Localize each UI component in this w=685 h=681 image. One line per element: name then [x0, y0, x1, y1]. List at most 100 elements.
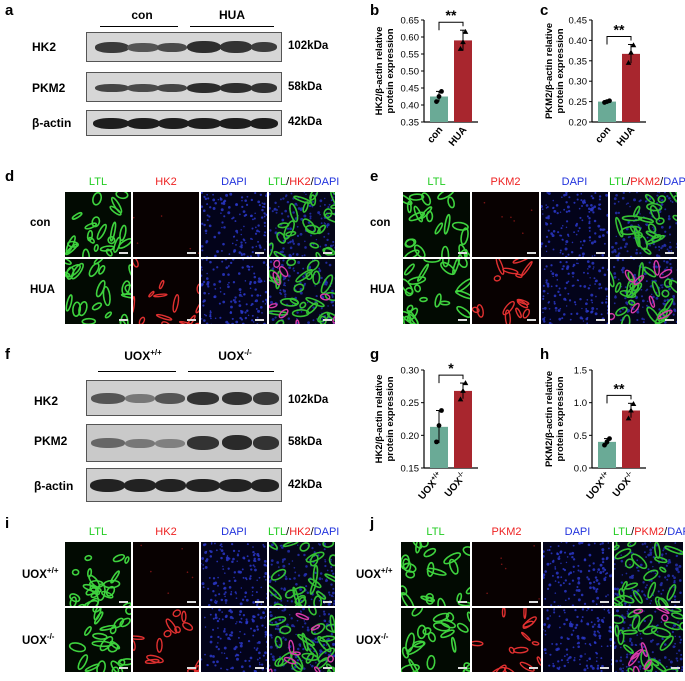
- channel-label-hk2: HK2: [155, 176, 177, 188]
- chart-g: 0.15 0.20 0.25 0.30 HK2/β-actin relative prot…: [374, 360, 478, 502]
- scale-bar: [187, 667, 196, 669]
- chart-b: 0.35 0.40 0.45 0.50 0.55 0.60 0.65 HK2/β-actin …: [374, 10, 478, 149]
- data-point: [628, 407, 634, 413]
- panel-label-f: f: [5, 346, 10, 363]
- data-point: [607, 98, 612, 104]
- protein-label-f-pkm2: PKM2: [34, 434, 68, 448]
- scale-bar: [119, 319, 128, 321]
- micrograph-red: [132, 258, 200, 325]
- micrograph-red: [132, 607, 200, 673]
- y-tick-label: 0.35: [401, 118, 420, 129]
- chart-c: 0.20 0.25 0.30 0.35 0.40 0.45 PKM2/β-actin rel…: [544, 16, 646, 149]
- panel-label-d: d: [5, 168, 15, 185]
- group-line-ko: [188, 371, 274, 372]
- blot-f-hk2: [86, 380, 282, 416]
- significance-label: **: [614, 380, 625, 396]
- micrograph-red: [471, 258, 540, 325]
- merge-label-part: /: [310, 526, 314, 538]
- scale-bar: [671, 667, 680, 669]
- scale-bar: [665, 319, 674, 321]
- merge-label-part: HK2: [289, 176, 311, 188]
- x-tick-label: UOX-/-: [442, 470, 469, 499]
- protein-label-f-hk2: HK2: [34, 394, 59, 408]
- scale-bar: [529, 601, 538, 603]
- group-line-wt: [98, 371, 176, 372]
- micrograph-red: [132, 191, 200, 258]
- micrograph-dapi: [200, 258, 268, 325]
- channel-label-merge: LTL/PKM2/DAPI: [609, 176, 685, 188]
- x-tick-label: UOX+/+: [416, 470, 445, 502]
- scale-bar: [119, 252, 128, 254]
- row-label: UOX-/-: [22, 632, 55, 647]
- micrograph-red: [132, 541, 200, 607]
- scale-bar: [527, 319, 536, 321]
- y-axis-label: protein expression: [385, 28, 396, 113]
- scale-bar: [119, 601, 128, 603]
- merge-label-part: LTL: [268, 176, 287, 188]
- row-label: UOX+/+: [356, 566, 393, 581]
- kda-f-actin: 42kDa: [288, 479, 322, 491]
- micrograph-merge: [609, 191, 678, 258]
- group-line-con: [100, 26, 178, 27]
- panel-label-e: e: [370, 168, 379, 185]
- y-tick-label: 0.60: [401, 33, 420, 44]
- blot-a-hk2: [86, 32, 282, 62]
- y-tick-label: 0.20: [401, 431, 420, 442]
- merge-label-part: HK2: [289, 526, 311, 538]
- micrograph-dapi: [200, 541, 268, 607]
- data-point: [602, 442, 607, 448]
- channel-label-ltl: LTL: [88, 176, 108, 188]
- scale-bar: [458, 667, 467, 669]
- group-label-hua: HUA: [219, 8, 245, 22]
- y-axis-label: PKM2/β-actin relative: [544, 371, 555, 467]
- group-label-uox-wt: UOX+/+: [124, 348, 162, 363]
- channel-label-dapi: DAPI: [564, 526, 591, 538]
- channel-label-merge: LTL/PKM2/DAPI: [613, 526, 685, 538]
- group-line-hua: [190, 26, 274, 27]
- protein-label-f-actin: β-actin: [34, 479, 74, 493]
- bar-UOX-/-: [622, 410, 640, 468]
- data-point: [630, 42, 637, 48]
- scale-bar: [671, 601, 680, 603]
- scale-bar: [596, 252, 605, 254]
- data-point: [460, 387, 466, 393]
- y-tick-label: 0.40: [569, 36, 588, 47]
- scale-bar: [458, 319, 467, 321]
- significance-label: **: [614, 21, 625, 37]
- micrograph-merge: [268, 607, 336, 673]
- micrograph-ltl: [400, 541, 471, 607]
- micrograph-dapi: [542, 607, 613, 673]
- data-point: [462, 28, 469, 34]
- micrograph-dapi: [540, 191, 609, 258]
- merge-label-part: /: [660, 176, 664, 188]
- kda-f-pkm2: 58kDa: [288, 436, 322, 448]
- scale-bar: [187, 319, 196, 321]
- micrograph-ltl: [402, 258, 471, 325]
- channel-label-hk2: HK2: [155, 526, 177, 538]
- protein-label-actin: β-actin: [32, 116, 72, 130]
- micrograph-ltl: [64, 541, 132, 607]
- significance-bracket: [438, 21, 464, 31]
- micrograph-merge: [609, 258, 678, 325]
- channel-label-dapi: DAPI: [561, 176, 588, 188]
- micrograph-dapi: [540, 258, 609, 325]
- merge-label-part: /: [627, 176, 631, 188]
- y-tick-label: 1.0: [574, 398, 587, 409]
- row-label: HUA: [370, 283, 395, 296]
- y-tick-label: 0.65: [401, 16, 420, 27]
- data-point: [457, 396, 464, 402]
- y-tick-label: 0.20: [569, 118, 588, 129]
- panel-label-h: h: [540, 346, 550, 363]
- merge-label-part: /: [664, 526, 668, 538]
- panel-label-b: b: [370, 2, 380, 19]
- micrograph-ltl: [64, 191, 132, 258]
- data-point: [628, 49, 634, 55]
- panel-label-i: i: [5, 515, 10, 532]
- micrograph-ltl: [64, 258, 132, 325]
- data-point: [434, 99, 439, 104]
- panel-label-g: g: [370, 346, 380, 363]
- scale-bar: [255, 667, 264, 669]
- kda-f-hk2: 102kDa: [288, 394, 329, 406]
- merge-label-part: PKM2: [630, 176, 661, 188]
- y-tick-label: 0.30: [401, 366, 420, 377]
